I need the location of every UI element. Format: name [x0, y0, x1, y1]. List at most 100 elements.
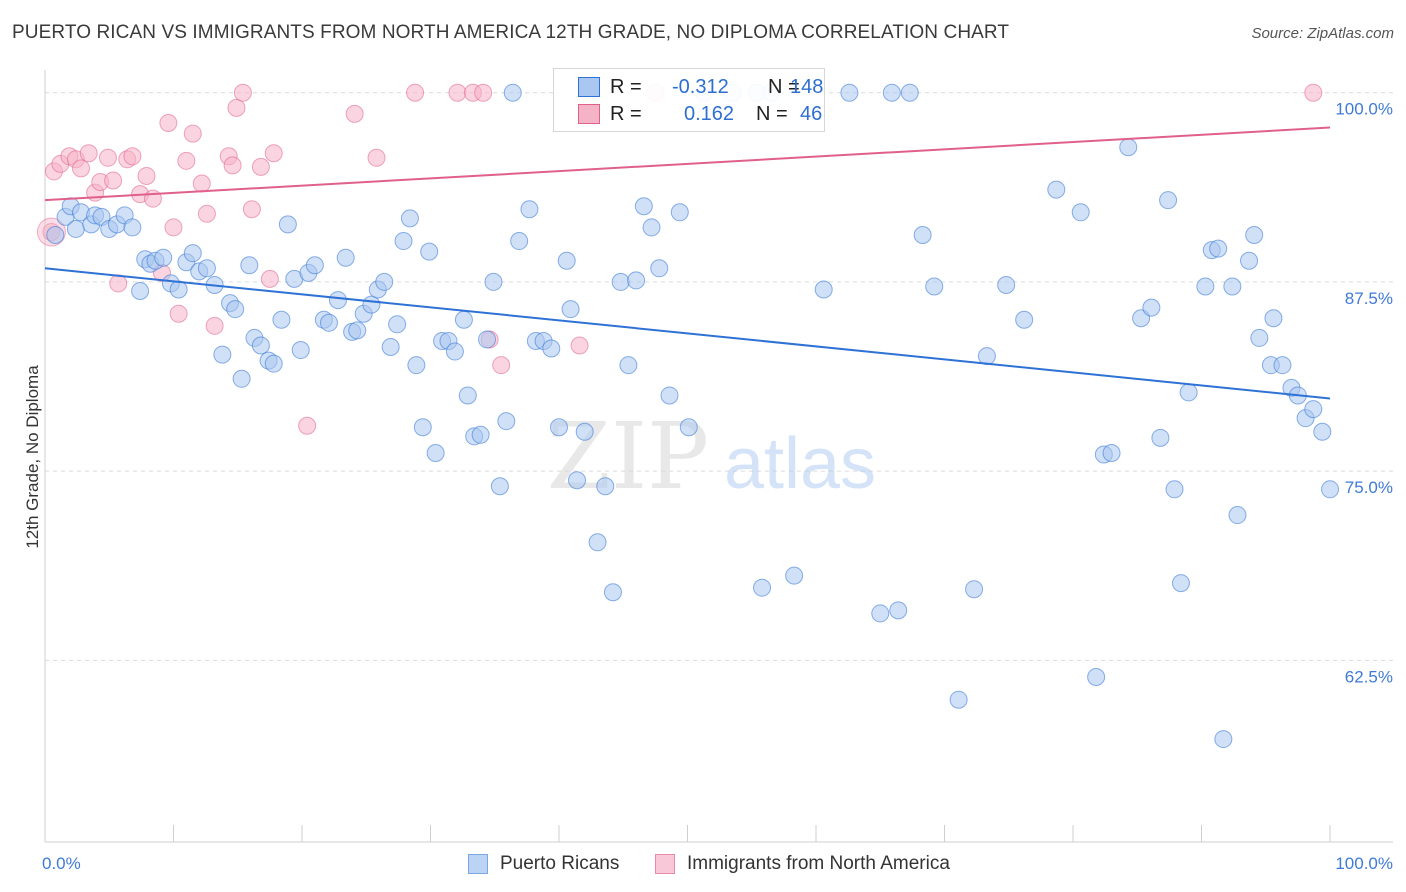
- point-immigrant: [177, 151, 196, 170]
- point-puerto-rican: [197, 259, 216, 278]
- point-puerto-rican: [871, 604, 890, 623]
- point-puerto-rican: [1264, 309, 1283, 328]
- point-puerto-rican: [814, 280, 833, 299]
- point-puerto-rican: [1179, 383, 1198, 402]
- point-puerto-rican: [251, 336, 270, 355]
- point-puerto-rican: [328, 291, 347, 310]
- legend-n-value: 148: [790, 75, 824, 98]
- point-puerto-rican: [1087, 668, 1106, 687]
- point-immigrant: [104, 171, 123, 190]
- bottom-legend-swatch-pink: [655, 854, 675, 874]
- point-puerto-rican: [561, 300, 580, 319]
- point-puerto-rican: [375, 272, 394, 291]
- point-puerto-rican: [445, 342, 464, 361]
- tick-labels: 100.0% 87.5% 75.0% 62.5% 0.0% 100.0%: [42, 100, 1393, 873]
- legend-box: R = -0.312 N = 148 R = 0.162 N = 46: [553, 68, 825, 132]
- trend-line-immigrants: [44, 126, 1331, 202]
- point-puerto-rican: [619, 356, 638, 375]
- legend-r-label: R =: [610, 102, 642, 125]
- point-immigrant: [137, 166, 156, 185]
- point-puerto-rican: [426, 443, 445, 462]
- watermark-atlas: atlas: [724, 424, 876, 504]
- point-immigrant: [264, 144, 283, 163]
- point-puerto-rican: [1313, 422, 1332, 441]
- point-puerto-rican: [1102, 443, 1121, 462]
- point-puerto-rican: [388, 315, 407, 334]
- point-puerto-rican: [1214, 730, 1233, 749]
- point-immigrant: [205, 316, 224, 335]
- point-puerto-rican: [611, 272, 630, 291]
- point-puerto-rican: [497, 412, 516, 431]
- y-tick-label: 100.0%: [1335, 100, 1393, 119]
- point-puerto-rican: [278, 215, 297, 234]
- point-puerto-rican: [490, 477, 509, 496]
- point-puerto-rican: [1142, 298, 1161, 317]
- point-puerto-rican: [1209, 239, 1228, 258]
- watermark: ZIP atlas: [547, 403, 876, 510]
- point-immigrant: [474, 83, 493, 102]
- point-puerto-rican: [420, 242, 439, 261]
- point-immigrant: [242, 200, 261, 219]
- point-immigrant: [98, 148, 117, 167]
- point-puerto-rican: [264, 354, 283, 373]
- point-puerto-rican: [670, 203, 689, 222]
- legend-r-label: R =: [610, 75, 642, 98]
- point-puerto-rican: [603, 583, 622, 602]
- point-puerto-rican: [1165, 480, 1184, 499]
- point-puerto-rican: [413, 418, 432, 437]
- y-axis-label: 12th Grade, No Diploma: [23, 365, 42, 549]
- point-immigrant: [260, 269, 279, 288]
- point-puerto-rican: [272, 310, 291, 329]
- point-immigrant: [227, 98, 246, 117]
- legend-r-value: -0.312: [672, 75, 729, 98]
- point-immigrant: [109, 274, 128, 293]
- point-immigrant: [367, 148, 386, 167]
- point-immigrant: [79, 144, 98, 163]
- legend-swatch-pink: [578, 104, 600, 124]
- point-immigrant: [123, 147, 142, 166]
- point-puerto-rican: [46, 225, 65, 244]
- point-puerto-rican: [1119, 138, 1138, 157]
- y-tick-label: 62.5%: [1345, 667, 1393, 686]
- point-immigrant: [298, 416, 317, 435]
- point-puerto-rican: [1273, 356, 1292, 375]
- legend-r-value: 0.162: [684, 102, 735, 125]
- point-puerto-rican: [575, 422, 594, 441]
- x-tick-label: 100.0%: [1335, 854, 1393, 873]
- point-puerto-rican: [400, 209, 419, 228]
- point-puerto-rican: [1071, 203, 1090, 222]
- point-puerto-rican: [232, 369, 251, 388]
- point-puerto-rican: [131, 282, 150, 301]
- bottom-legend-label: Puerto Ricans: [500, 853, 620, 874]
- point-puerto-rican: [567, 471, 586, 490]
- chart-title: PUERTO RICAN VS IMMIGRANTS FROM NORTH AM…: [12, 22, 1010, 43]
- legend-n-label: N =: [768, 75, 800, 98]
- y-tick-label: 87.5%: [1345, 289, 1393, 308]
- point-puerto-rican: [949, 690, 968, 709]
- point-immigrant: [406, 83, 425, 102]
- watermark-zip: ZIP: [547, 403, 709, 510]
- point-immigrant: [71, 159, 90, 178]
- point-puerto-rican: [925, 277, 944, 296]
- point-puerto-rican: [542, 339, 561, 358]
- point-puerto-rican: [503, 83, 522, 102]
- point-puerto-rican: [478, 330, 497, 349]
- point-immigrant: [169, 304, 188, 323]
- point-puerto-rican: [913, 225, 932, 244]
- point-puerto-rican: [226, 300, 245, 319]
- point-puerto-rican: [471, 425, 490, 444]
- point-immigrant: [492, 356, 511, 375]
- point-puerto-rican: [407, 356, 426, 375]
- point-immigrant: [159, 113, 178, 132]
- series-puerto-ricans-points: [46, 83, 1339, 749]
- axes: [44, 70, 1393, 843]
- point-immigrant: [192, 174, 211, 193]
- bottom-legend-label: Immigrants from North America: [687, 853, 950, 874]
- trend-lines: [44, 126, 1331, 400]
- bottom-legend-puerto-ricans: Puerto Ricans: [468, 852, 619, 876]
- point-immigrant: [1304, 83, 1323, 102]
- point-puerto-rican: [458, 386, 477, 405]
- point-immigrant: [233, 83, 252, 102]
- point-immigrant: [143, 189, 162, 208]
